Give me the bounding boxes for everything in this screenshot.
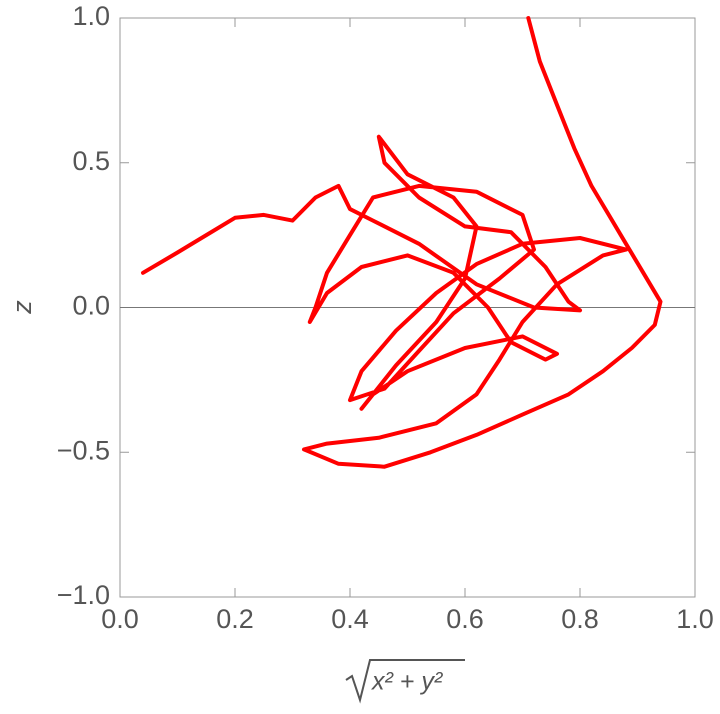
x-axis-label: x² + y²: [371, 668, 444, 696]
y-tick-label: −1.0: [57, 580, 110, 610]
y-tick-label: 1.0: [72, 1, 110, 31]
y-tick-label: 0.5: [72, 146, 110, 176]
x-tick-label: 0.0: [101, 604, 139, 634]
x-tick-label: 0.2: [216, 604, 254, 634]
y-tick-label: −0.5: [57, 435, 110, 465]
radical-sign: [345, 659, 465, 704]
x-tick-label: 0.4: [331, 604, 369, 634]
x-tick-label: 0.8: [561, 604, 599, 634]
y-tick-label: 0.0: [72, 291, 110, 321]
x-tick-label: 1.0: [676, 604, 714, 634]
x-tick-label: 0.6: [446, 604, 484, 634]
y-axis-label: z: [7, 300, 37, 315]
trajectory: [141, 16, 663, 469]
